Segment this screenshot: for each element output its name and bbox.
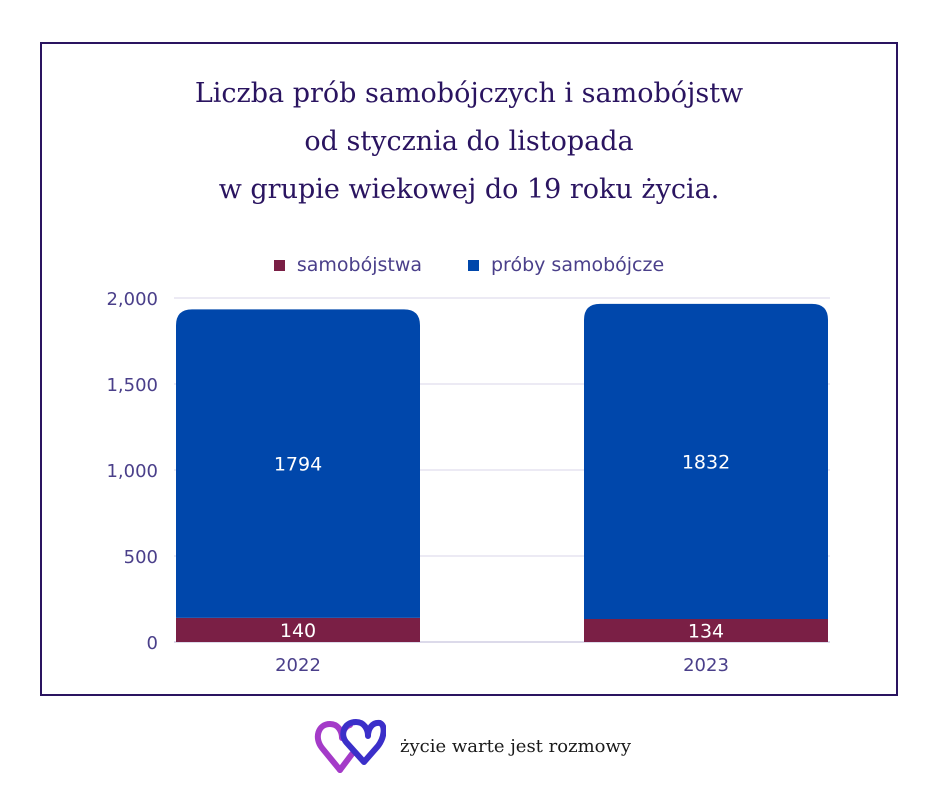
title-line-3: w grupie wiekowej do 19 roku życia. [218, 174, 720, 205]
data-label-0-2023: 134 [688, 620, 724, 642]
legend-swatch-samobojstwa [273, 259, 285, 271]
y-tick-label-2000: 2,000 [106, 289, 158, 310]
title-line-2: od stycznia do listopada [304, 126, 634, 157]
bar-chart: 0 500 1,000 1,500 2,000 140 1794 2022 134 1832 202… [106, 289, 830, 676]
legend-label-samobojstwa: samobójstwa [296, 254, 422, 276]
bar-0-2023 [584, 618, 828, 642]
y-tick-label-1500: 1,500 [106, 375, 158, 396]
footer-branding: życie warte jest rozmowy [312, 716, 631, 776]
chart-legend: samobójstwa próby samobójcze [40, 254, 898, 276]
legend-swatch-proby [468, 259, 479, 271]
title-line-1: Liczba prób samobójczych i samobójstw [194, 78, 744, 109]
bar-0-2022 [176, 617, 420, 642]
bar-1-2022 [176, 309, 420, 618]
legend-item-proby: próby samobójcze [468, 254, 664, 276]
x-tick-label-2022: 2022 [275, 655, 321, 676]
bar-1-2023 [584, 303, 828, 619]
data-label-1-2023: 1832 [682, 451, 730, 473]
data-label-1-2022: 1794 [274, 454, 322, 476]
legend-item-samobojstwa: samobójstwa [273, 254, 422, 276]
chart-title: Liczba prób samobójczych i samobójstw od… [40, 70, 898, 214]
data-label-0-2022: 140 [280, 620, 316, 642]
x-tick-label-2023: 2023 [683, 655, 729, 676]
y-tick-label-0: 0 [147, 633, 158, 654]
y-tick-label-1000: 1,000 [106, 461, 158, 482]
double-heart-ribbon-icon [314, 719, 386, 773]
y-tick-label-500: 500 [124, 547, 158, 568]
chart-frame [40, 42, 898, 696]
legend-label-proby: próby samobójcze [491, 254, 665, 276]
footer-slogan: życie warte jest rozmowy [400, 735, 632, 757]
